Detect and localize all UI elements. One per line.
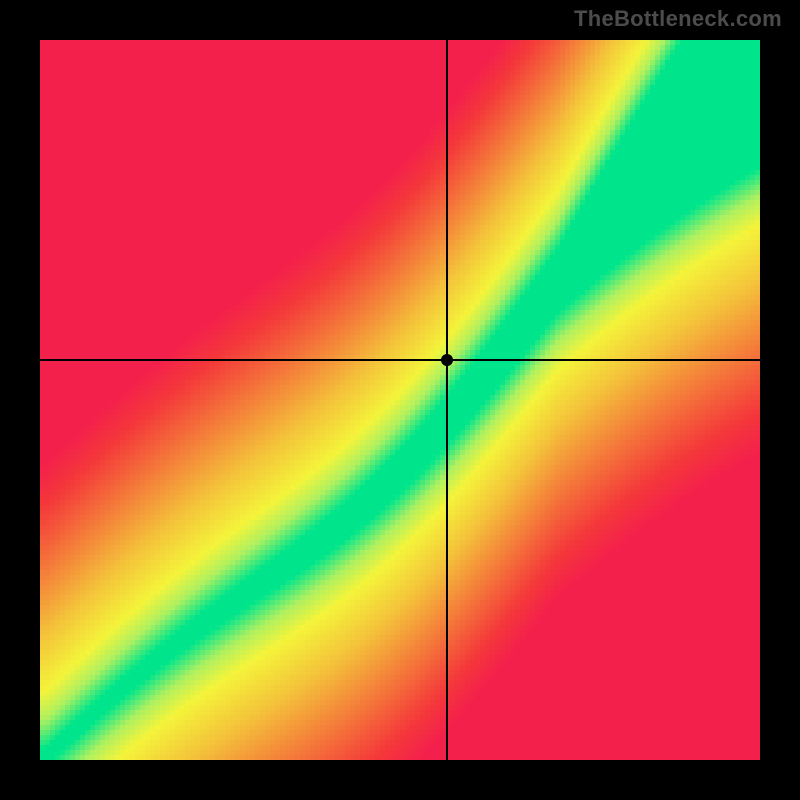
selection-marker bbox=[441, 354, 453, 366]
plot-area bbox=[40, 40, 760, 760]
watermark-text: TheBottleneck.com bbox=[574, 6, 782, 32]
bottleneck-heatmap bbox=[40, 40, 760, 760]
crosshair-vertical bbox=[446, 40, 448, 760]
crosshair-horizontal bbox=[40, 359, 760, 361]
chart-frame: TheBottleneck.com bbox=[0, 0, 800, 800]
